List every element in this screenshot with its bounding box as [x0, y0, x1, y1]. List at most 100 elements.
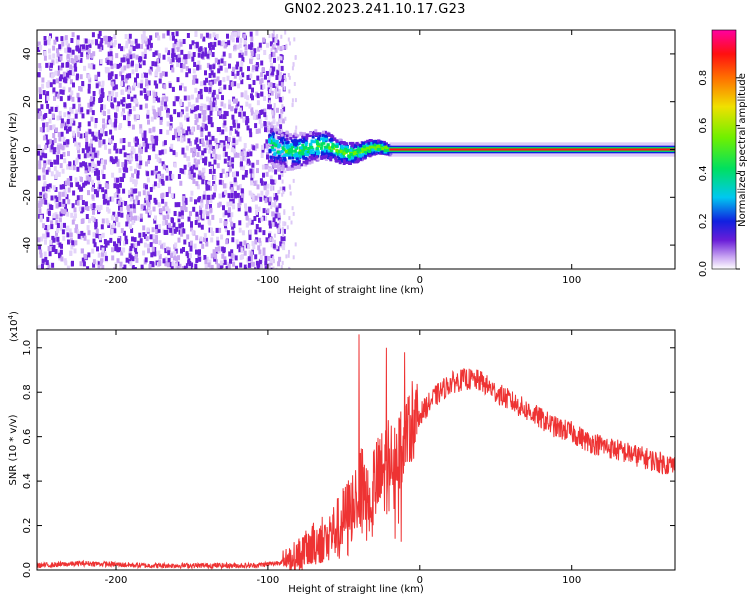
noise-cell	[229, 198, 233, 204]
noise-cell	[121, 177, 124, 182]
noise-cell	[72, 216, 76, 221]
noise-cell	[126, 73, 130, 79]
signal-cell	[304, 140, 307, 144]
noise-cell	[176, 265, 180, 269]
signal-cell	[370, 141, 374, 145]
signal-cell	[292, 134, 296, 138]
noise-cell	[171, 261, 175, 267]
signal-cell	[324, 137, 328, 141]
signal-cell	[362, 141, 365, 145]
snr-x-tick-label: 0	[417, 575, 423, 586]
noise-cell	[240, 165, 243, 170]
noise-cell	[107, 223, 111, 228]
noise-cell	[73, 160, 76, 166]
noise-cell	[216, 163, 220, 169]
noise-cell	[255, 66, 259, 72]
noise-cell	[171, 57, 175, 63]
noise-cell	[200, 132, 204, 138]
noise-cell	[169, 175, 173, 181]
noise-cell	[63, 258, 67, 264]
noise-cell	[195, 235, 199, 241]
noise-cell	[235, 239, 239, 245]
noise-cell	[73, 248, 77, 254]
noise-cell	[85, 144, 89, 150]
noise-cell	[37, 175, 41, 181]
noise-cell	[185, 130, 189, 136]
noise-cell	[97, 71, 101, 77]
noise-cell	[80, 177, 83, 182]
noise-cell	[157, 250, 161, 256]
noise-cell	[38, 87, 42, 93]
noise-cell	[268, 134, 271, 140]
signal-cell	[322, 155, 326, 159]
noise-cell	[72, 120, 76, 126]
noise-cell	[268, 94, 270, 98]
noise-cell	[84, 168, 88, 174]
noise-cell	[238, 136, 242, 142]
noise-cell	[68, 87, 72, 93]
signal-cell	[310, 145, 314, 149]
noise-cell	[210, 264, 214, 269]
noise-cell	[79, 133, 83, 139]
noise-cell	[177, 174, 181, 179]
noise-cell	[281, 230, 284, 235]
noise-cell	[268, 200, 272, 206]
noise-cell	[222, 191, 226, 197]
noise-cell	[66, 139, 70, 145]
noise-cell	[139, 104, 143, 110]
noise-cell	[207, 269, 210, 274]
noise-cell	[200, 199, 204, 205]
noise-cell	[172, 150, 176, 156]
signal-cell	[268, 140, 271, 144]
noise-cell	[190, 104, 194, 110]
noise-cell	[122, 145, 126, 151]
noise-cell	[160, 179, 164, 184]
noise-cell	[236, 185, 240, 191]
noise-cell	[131, 69, 135, 75]
noise-cell	[176, 77, 180, 83]
noise-cell	[121, 46, 125, 52]
signal-cell	[282, 131, 286, 135]
noise-cell	[94, 118, 98, 123]
noise-cell	[142, 31, 146, 36]
noise-cell	[181, 168, 185, 174]
noise-cell	[179, 63, 183, 68]
noise-cell	[73, 137, 77, 143]
noise-cell	[238, 43, 242, 49]
noise-cell	[207, 185, 211, 191]
noise-cell	[87, 102, 91, 108]
noise-cell	[225, 172, 229, 178]
noise-cell	[248, 229, 252, 235]
signal-cell	[304, 145, 308, 149]
noise-cell	[249, 44, 253, 50]
noise-cell	[171, 86, 175, 92]
noise-cell	[204, 209, 208, 215]
noise-cell	[182, 39, 186, 44]
noise-cell	[147, 40, 151, 45]
noise-cell	[291, 98, 294, 103]
noise-cell	[204, 237, 208, 243]
noise-cell	[38, 213, 42, 219]
noise-cell	[123, 152, 127, 158]
noise-cell	[219, 218, 223, 224]
noise-cell	[174, 263, 178, 269]
noise-cell	[88, 176, 92, 182]
noise-cell	[144, 138, 148, 144]
signal-cell	[275, 141, 279, 145]
noise-cell	[70, 182, 73, 188]
noise-cell	[154, 153, 158, 159]
signal-cell	[273, 164, 277, 168]
noise-cell	[131, 124, 135, 130]
signal-cell	[324, 154, 328, 158]
noise-cell	[250, 177, 254, 183]
noise-cell	[218, 110, 222, 116]
noise-cell	[224, 126, 228, 132]
noise-cell	[172, 35, 175, 41]
noise-cell	[119, 197, 123, 203]
noise-cell	[214, 254, 218, 260]
noise-cell	[54, 249, 58, 254]
noise-cell	[236, 61, 240, 67]
noise-cell	[125, 40, 129, 46]
noise-cell	[181, 214, 184, 220]
signal-cell	[335, 145, 339, 149]
